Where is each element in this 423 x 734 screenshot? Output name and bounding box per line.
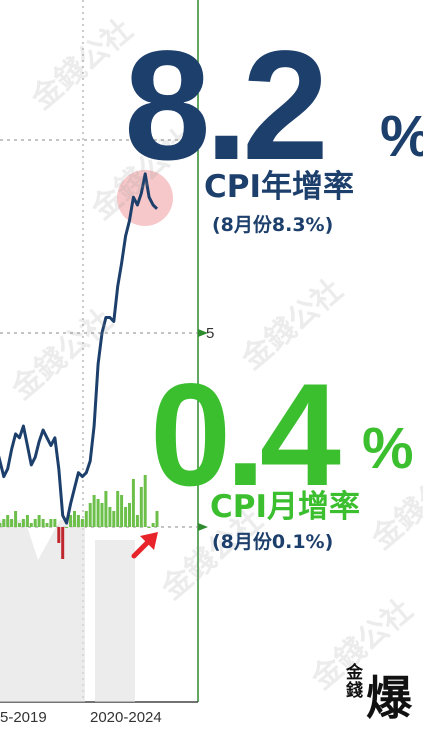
annual-cpi-previous: (8月份8.3%): [212, 214, 334, 236]
monthly-bar: [108, 507, 112, 527]
monthly-bar: [18, 523, 21, 527]
annual-cpi-unit: %: [380, 108, 423, 166]
monthly-bar: [151, 523, 155, 527]
monthly-cpi-unit: %: [362, 416, 414, 481]
monthly-bar: [10, 519, 14, 527]
monthly-bar: [53, 519, 57, 527]
annual-cpi-label: CPI年增率: [204, 169, 355, 205]
monthly-bar: [112, 511, 116, 527]
monthly-bar: [135, 515, 139, 527]
monthly-bar: [104, 491, 108, 527]
monthly-cpi-value: 0.4: [150, 353, 341, 516]
monthly-bar: [33, 519, 37, 527]
monthly-bar: [155, 511, 159, 527]
monthly-bar: [49, 519, 53, 527]
monthly-bar: [139, 487, 143, 527]
axis-marker-5: [198, 329, 208, 337]
monthly-bar: [143, 475, 147, 527]
annual-cpi-line: [0, 172, 159, 525]
monthly-bar: [73, 511, 76, 527]
monthly-bar: [100, 503, 104, 527]
faded-background-letter-right: [95, 540, 135, 702]
monthly-bar: [69, 515, 73, 527]
red-arrow: [131, 532, 158, 559]
faded-background-letter: [0, 520, 85, 702]
annual-cpi-value: 8.2: [124, 19, 329, 193]
monthly-bar: [14, 511, 18, 527]
axis-marker-zero: [198, 523, 208, 531]
logo-big: 爆: [366, 671, 412, 725]
monthly-bar: [80, 519, 84, 527]
monthly-bar: [37, 515, 41, 527]
logo-small: 金錢: [346, 663, 363, 701]
monthly-bar: [61, 527, 65, 559]
x-tick-label: 5-2019: [0, 709, 47, 726]
monthly-cpi-label: CPI月增率: [210, 489, 361, 525]
monthly-bar: [124, 507, 128, 527]
monthly-bar: [2, 519, 6, 527]
monthly-bar: [84, 511, 88, 527]
monthly-bar: [147, 527, 151, 528]
monthly-bar: [65, 527, 69, 528]
monthly-bar: [0, 523, 2, 527]
monthly-bar: [88, 503, 92, 527]
y-tick-label: 5: [206, 325, 215, 342]
monthly-bar: [128, 503, 131, 527]
monthly-bars: [0, 475, 159, 559]
monthly-bar: [41, 519, 45, 527]
monthly-bar: [92, 495, 96, 527]
monthly-bar: [120, 495, 124, 527]
monthly-bar: [116, 491, 120, 527]
x-tick-label: 2020-2024: [90, 709, 162, 726]
monthly-cpi-previous: (8月份0.1%): [212, 531, 334, 553]
monthly-bar: [76, 515, 80, 527]
monthly-bar: [57, 527, 61, 543]
monthly-bar: [45, 523, 49, 527]
monthly-bar: [21, 519, 25, 527]
monthly-bar: [131, 479, 135, 527]
monthly-bar: [96, 499, 100, 527]
monthly-bar: [29, 523, 33, 527]
monthly-bar: [6, 515, 10, 527]
monthly-bar: [25, 515, 29, 527]
